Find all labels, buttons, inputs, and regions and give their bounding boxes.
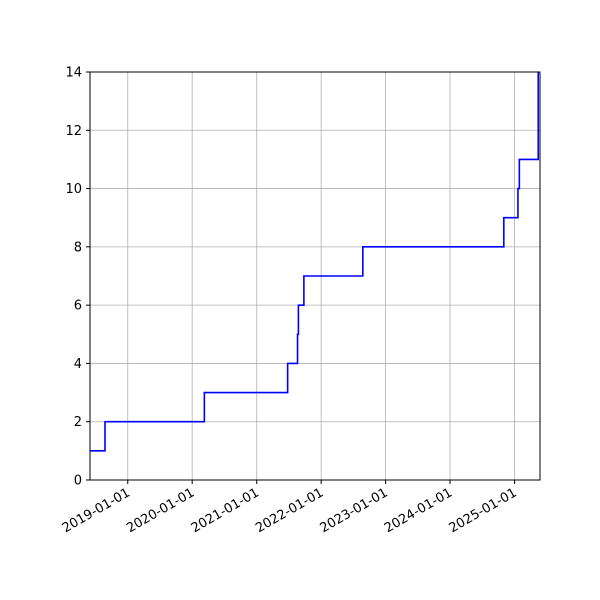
y-tick-label: 8 [74,240,82,255]
y-tick-label: 0 [74,474,82,489]
series-line [90,72,540,452]
y-tick-label: 14 [65,66,82,81]
x-tick-label: 2025-01-01 [447,485,520,536]
y-axis-ticks: 0 2 4 6 8 10 12 14 [65,66,90,489]
y-tick-label: 12 [65,124,82,139]
x-tick-label: 2024-01-01 [382,485,455,536]
x-tick-label: 2020-01-01 [124,485,197,536]
x-tick-label: 2019-01-01 [60,485,133,536]
x-tick-label: 2021-01-01 [189,485,262,536]
series-layer [90,72,540,452]
y-tick-label: 10 [65,182,82,197]
plot-frame [89,71,541,481]
x-tick-label: 2023-01-01 [318,485,391,536]
x-tick-label: 2022-01-01 [253,485,326,536]
y-tick-label: 4 [74,357,82,372]
grid-lines [90,71,540,481]
x-axis-ticks: 2019-01-012020-01-012021-01-012022-01-01… [60,480,520,536]
y-tick-label: 2 [74,415,82,430]
y-tick-label: 6 [74,299,82,314]
